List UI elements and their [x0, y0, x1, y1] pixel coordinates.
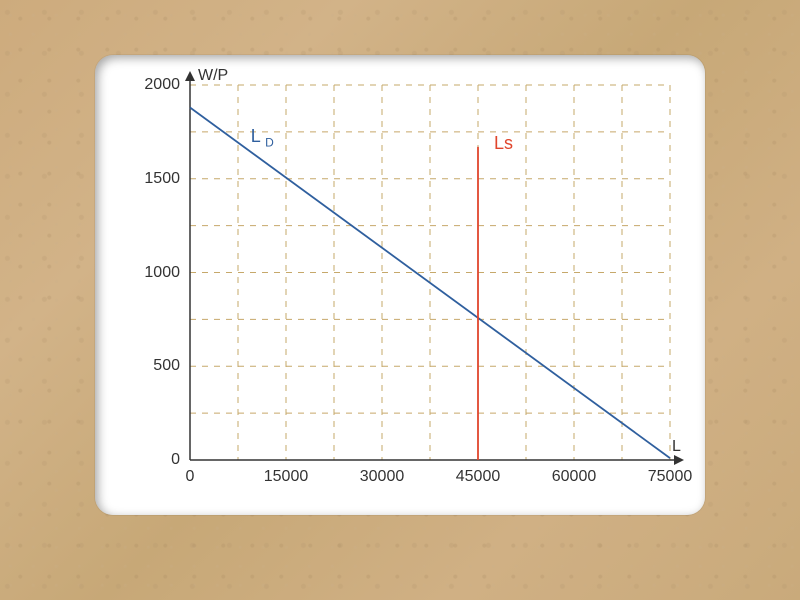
x-tick-label: 45000 [456, 468, 501, 486]
y-tick-label: 2000 [95, 76, 180, 94]
chart-panel: 0 15000 30000 45000 60000 75000 0 500 1000 1500 20… [95, 55, 705, 515]
series-ld-label: L D [251, 126, 274, 150]
axis-arrow [674, 455, 684, 465]
x-tick-label: 15000 [264, 468, 309, 486]
y-tick-label: 1000 [95, 264, 180, 282]
series-ls-label: Ls [494, 133, 513, 154]
x-tick-label: 60000 [552, 468, 597, 486]
y-axis-title: W/P [198, 67, 228, 85]
x-axis-title: L [672, 438, 681, 456]
axis-arrow [185, 71, 195, 81]
paper-background: 0 15000 30000 45000 60000 75000 0 500 1000 1500 20… [0, 0, 800, 600]
x-tick-label: 30000 [360, 468, 405, 486]
y-tick-label: 1500 [95, 170, 180, 188]
x-tick-label: 75000 [648, 468, 693, 486]
y-tick-label: 500 [95, 357, 180, 375]
x-tick-label: 0 [186, 468, 195, 486]
chart-svg [95, 55, 705, 515]
y-tick-label: 0 [95, 451, 180, 469]
labor-market-chart: 0 15000 30000 45000 60000 75000 0 500 1000 1500 20… [95, 55, 705, 515]
